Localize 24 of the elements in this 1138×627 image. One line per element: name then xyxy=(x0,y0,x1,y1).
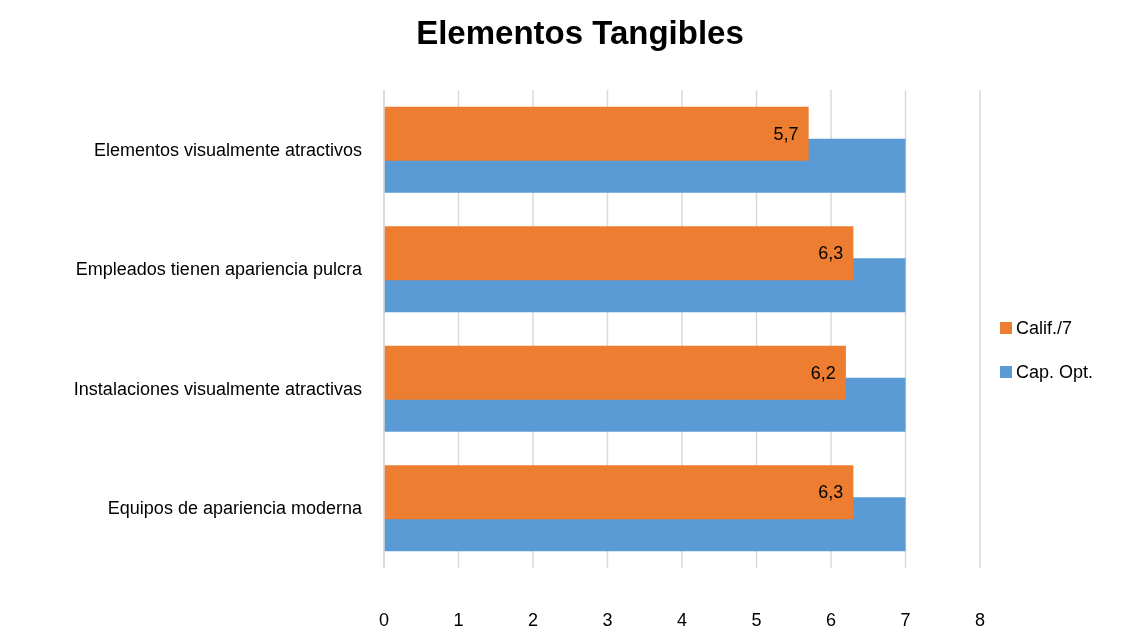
bar xyxy=(384,345,846,400)
bar xyxy=(384,226,854,281)
x-tick-label: 7 xyxy=(900,610,911,627)
x-tick-label: 4 xyxy=(676,610,688,627)
y-tick-label: Instalaciones visualmente atractivas xyxy=(73,378,362,399)
bar xyxy=(384,106,809,161)
x-tick-label: 8 xyxy=(974,610,986,627)
x-tick-label: 5 xyxy=(751,610,762,627)
y-tick-label: Empleados tienen apariencia pulcra xyxy=(75,259,363,280)
x-tick-label: 2 xyxy=(527,610,539,627)
x-tick-label: 6 xyxy=(825,610,837,627)
y-tick-label: Equipos de apariencia moderna xyxy=(107,498,363,519)
y-tick-label: Elementos visualmente atractivos xyxy=(93,139,362,160)
legend-label: Cap. Opt. xyxy=(1016,362,1094,382)
x-tick-label: 0 xyxy=(378,610,390,627)
data-label: 6,3 xyxy=(818,482,844,503)
chart-title: Elementos Tangibles xyxy=(416,14,744,51)
data-label: 5,7 xyxy=(773,123,799,144)
x-tick-label: 3 xyxy=(602,610,613,627)
legend-label: Calif./7 xyxy=(1016,318,1073,338)
x-tick-label: 1 xyxy=(453,610,464,627)
bar xyxy=(384,465,854,520)
data-label: 6,3 xyxy=(818,243,844,264)
data-label: 6,2 xyxy=(810,362,836,383)
